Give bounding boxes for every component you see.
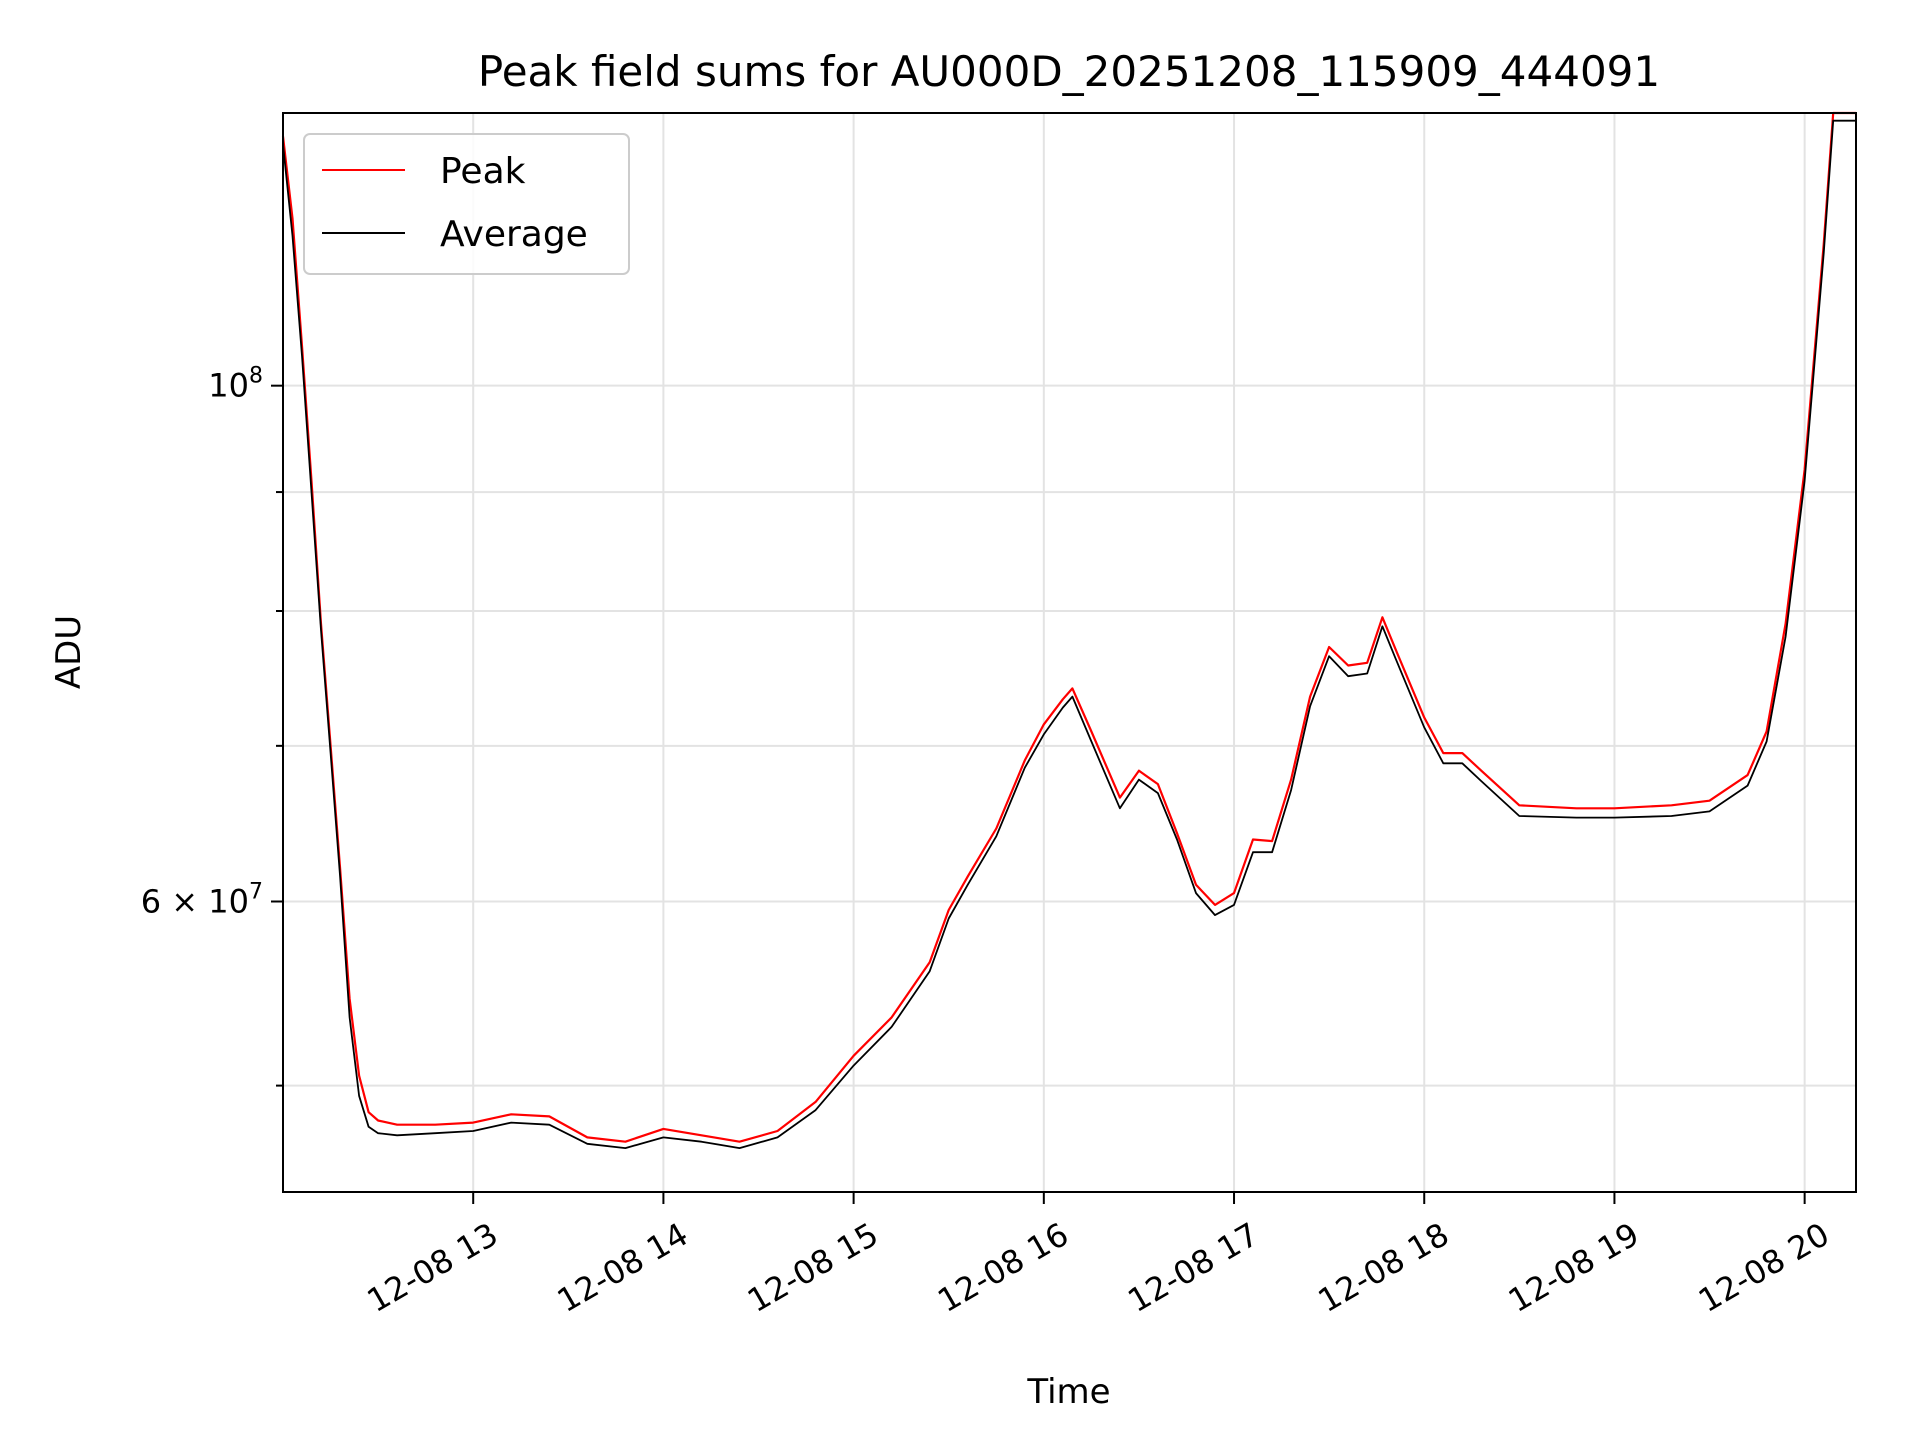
legend: Peak Average [303, 133, 630, 275]
y-tick-label: 6 × 107 [141, 880, 263, 921]
chart-title: Peak field sums for AU000D_20251208_1159… [478, 47, 1660, 96]
x-axis-label: Time [1026, 1372, 1110, 1412]
y-tick-label: 108 [208, 364, 263, 405]
series-line-average [282, 119, 1856, 1149]
legend-peak-label: Peak [440, 151, 526, 192]
series-layer [281, 111, 1856, 1149]
grid-layer [283, 113, 1856, 1192]
y-axis-label: ADU [49, 615, 89, 689]
plot-frame [282, 112, 1857, 1193]
legend-average-label: Average [440, 214, 588, 255]
series-line-peak [281, 111, 1856, 1143]
